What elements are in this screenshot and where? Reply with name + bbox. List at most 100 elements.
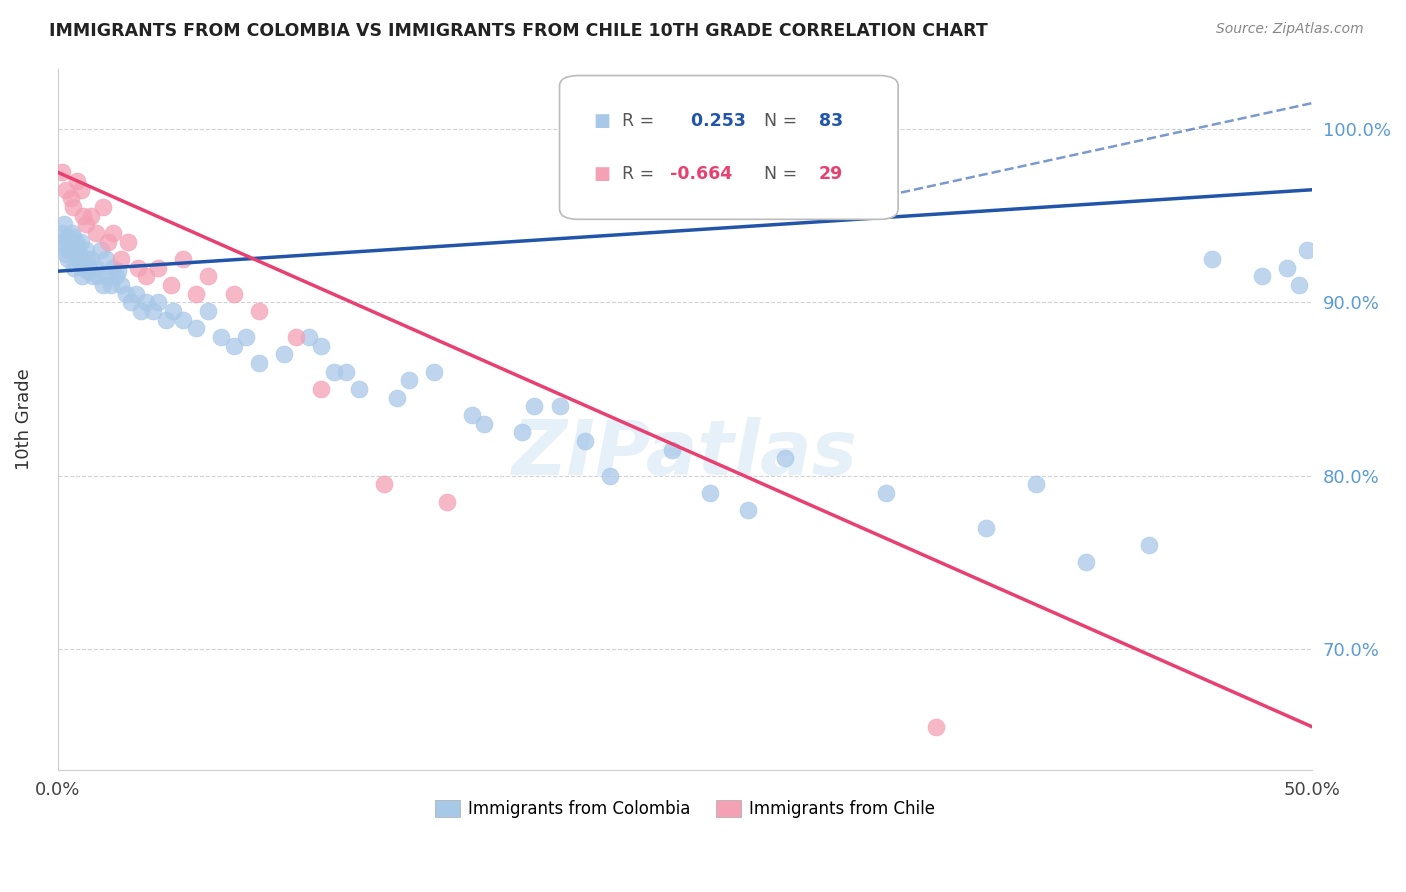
Point bbox=[209, 330, 232, 344]
Point bbox=[247, 304, 270, 318]
Point bbox=[69, 183, 91, 197]
Point bbox=[548, 399, 571, 413]
Point bbox=[55, 229, 77, 244]
Point bbox=[775, 451, 797, 466]
Point bbox=[100, 278, 122, 293]
Point bbox=[110, 252, 132, 266]
Point bbox=[75, 244, 97, 258]
Point bbox=[285, 330, 308, 344]
Point bbox=[172, 252, 194, 266]
Text: ZIPatlas: ZIPatlas bbox=[512, 417, 858, 491]
Point bbox=[66, 252, 89, 266]
Text: R =: R = bbox=[623, 112, 655, 130]
Point bbox=[155, 312, 177, 326]
Point bbox=[129, 304, 152, 318]
Point bbox=[117, 235, 139, 249]
Point bbox=[398, 373, 420, 387]
Legend: Immigrants from Colombia, Immigrants from Chile: Immigrants from Colombia, Immigrants fro… bbox=[429, 793, 942, 825]
Text: 83: 83 bbox=[820, 112, 844, 130]
Point bbox=[247, 356, 270, 370]
Point bbox=[1275, 260, 1298, 275]
Text: N =: N = bbox=[763, 165, 797, 183]
Point bbox=[79, 209, 101, 223]
Point bbox=[49, 235, 72, 249]
Point bbox=[84, 260, 107, 275]
Point bbox=[235, 330, 257, 344]
Point bbox=[91, 200, 114, 214]
Point bbox=[472, 417, 495, 431]
Point bbox=[172, 312, 194, 326]
Point bbox=[148, 295, 170, 310]
Point bbox=[62, 229, 84, 244]
Point bbox=[51, 165, 73, 179]
Point bbox=[69, 235, 91, 249]
Point bbox=[142, 304, 165, 318]
Point bbox=[52, 240, 75, 254]
Point bbox=[59, 191, 82, 205]
Point bbox=[385, 391, 408, 405]
Point bbox=[197, 269, 219, 284]
Point bbox=[104, 269, 127, 284]
Point bbox=[91, 278, 114, 293]
Point bbox=[737, 503, 759, 517]
Point bbox=[67, 244, 90, 258]
Point bbox=[461, 408, 484, 422]
Point bbox=[162, 304, 184, 318]
Point bbox=[97, 269, 120, 284]
Point bbox=[72, 209, 94, 223]
Point bbox=[222, 338, 245, 352]
Point bbox=[1137, 538, 1160, 552]
Point bbox=[58, 244, 80, 258]
Point bbox=[114, 286, 136, 301]
Point bbox=[148, 260, 170, 275]
Point bbox=[101, 226, 124, 240]
Text: -0.664: -0.664 bbox=[669, 165, 733, 183]
Point bbox=[87, 269, 110, 284]
Point bbox=[875, 486, 897, 500]
Point bbox=[699, 486, 721, 500]
Point bbox=[184, 286, 207, 301]
Point bbox=[79, 252, 101, 266]
Point bbox=[373, 477, 395, 491]
Point bbox=[70, 269, 93, 284]
Point bbox=[925, 720, 948, 734]
Point bbox=[423, 365, 446, 379]
Point bbox=[120, 295, 142, 310]
Text: R =: R = bbox=[623, 165, 655, 183]
Point bbox=[322, 365, 344, 379]
Point bbox=[1288, 278, 1310, 293]
Point bbox=[62, 200, 84, 214]
Point bbox=[63, 260, 86, 275]
Point bbox=[273, 347, 295, 361]
Point bbox=[523, 399, 546, 413]
Point bbox=[76, 252, 98, 266]
Text: ■: ■ bbox=[593, 112, 610, 130]
Point bbox=[1025, 477, 1047, 491]
Point bbox=[101, 260, 124, 275]
Y-axis label: 10th Grade: 10th Grade bbox=[15, 368, 32, 470]
Point bbox=[65, 235, 87, 249]
Point bbox=[79, 260, 101, 275]
Point bbox=[53, 218, 76, 232]
Point bbox=[125, 286, 148, 301]
Point bbox=[75, 218, 97, 232]
Text: N =: N = bbox=[763, 112, 797, 130]
Point bbox=[160, 278, 183, 293]
Point bbox=[974, 520, 997, 534]
Point bbox=[135, 269, 157, 284]
Point bbox=[599, 468, 621, 483]
Text: ■: ■ bbox=[593, 165, 610, 183]
Text: Source: ZipAtlas.com: Source: ZipAtlas.com bbox=[1216, 22, 1364, 37]
Text: IMMIGRANTS FROM COLOMBIA VS IMMIGRANTS FROM CHILE 10TH GRADE CORRELATION CHART: IMMIGRANTS FROM COLOMBIA VS IMMIGRANTS F… bbox=[49, 22, 988, 40]
Point bbox=[56, 252, 79, 266]
FancyBboxPatch shape bbox=[560, 76, 898, 219]
Point bbox=[51, 226, 73, 240]
Point bbox=[1076, 555, 1098, 569]
Point bbox=[222, 286, 245, 301]
Point bbox=[335, 365, 357, 379]
Point bbox=[73, 252, 96, 266]
Point bbox=[94, 252, 117, 266]
Point bbox=[127, 260, 149, 275]
Point bbox=[184, 321, 207, 335]
Point bbox=[135, 295, 157, 310]
